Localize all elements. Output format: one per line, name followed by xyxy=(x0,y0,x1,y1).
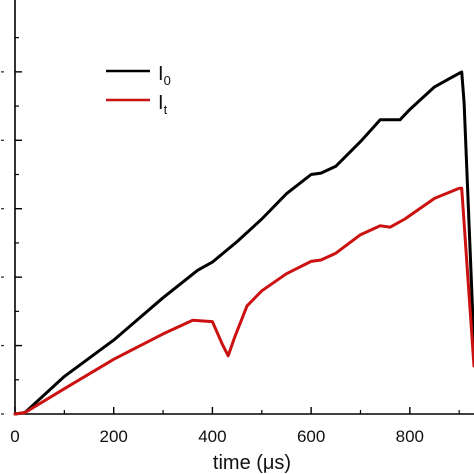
x-tick-label: 0 xyxy=(10,427,19,446)
legend-label-it: It xyxy=(158,92,168,117)
y-ticks xyxy=(1,37,22,415)
legend-label-i0: I0 xyxy=(158,63,171,88)
x-axis-title: time (μs) xyxy=(213,452,291,474)
plot-area: 0 200 400 600 800 xyxy=(1,0,474,446)
x-tick-label: 400 xyxy=(198,427,226,446)
series-layer xyxy=(13,70,474,416)
x-tick-label: 200 xyxy=(100,427,128,446)
legend: I0 It xyxy=(106,63,171,117)
x-ticks: 0 200 400 600 800 xyxy=(10,407,460,446)
series-line-i0 xyxy=(13,70,474,416)
x-tick-label: 600 xyxy=(297,427,325,446)
x-tick-label: 800 xyxy=(396,427,424,446)
series-line-it xyxy=(13,186,474,416)
